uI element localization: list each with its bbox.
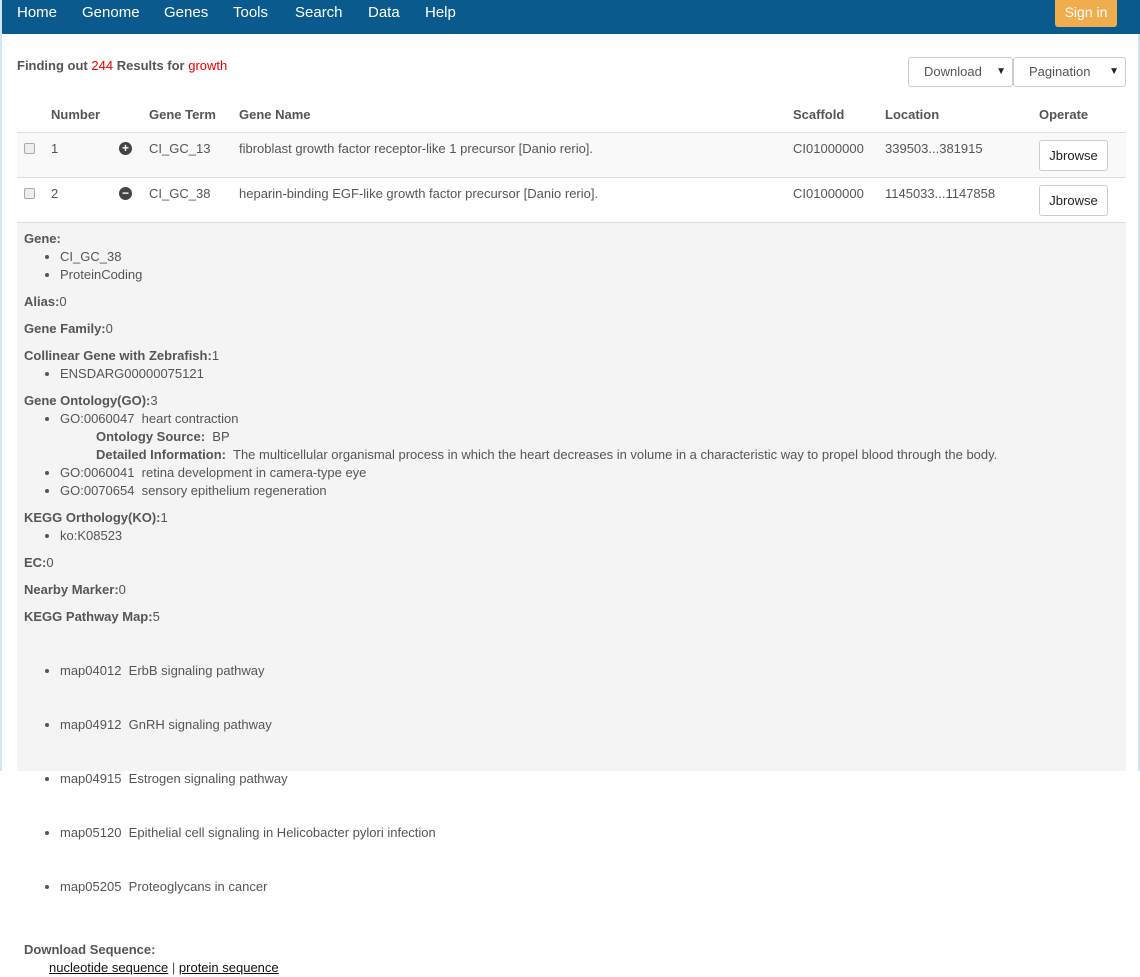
collapse-minus-icon[interactable]: − (119, 187, 132, 200)
list-item: GO:0060047 heart contraction Ontology So… (60, 410, 1126, 464)
label: Gene Family: (24, 321, 106, 336)
gene-term: CI_GC_13 (149, 141, 211, 156)
nucleotide-sequence-link[interactable]: nucleotide sequence (49, 960, 169, 975)
protein-sequence-link[interactable]: protein sequence (178, 960, 279, 975)
location: 1145033...1147858 (885, 186, 996, 201)
download-label: Download (924, 64, 982, 79)
detailed-information: Detailed Information: The multicellular … (96, 446, 1126, 464)
sign-in-button[interactable]: Sign in (1055, 0, 1117, 27)
value: 0 (118, 582, 126, 597)
list-item: map04915 Estrogen signaling pathway (60, 770, 1126, 788)
value: 3 (150, 393, 158, 408)
section-alias: Alias:0 (24, 293, 1126, 311)
list-item: GO:0060041 retina development in camera-… (60, 464, 1126, 482)
value: The multicellular organismal process in … (233, 447, 998, 462)
section-ko: KEGG Orthology(KO):1 ko:K08523 (24, 509, 1126, 545)
ontology-source: Ontology Source: BP (96, 428, 1126, 446)
search-query: growth (188, 58, 228, 73)
header-number: Number (51, 107, 101, 122)
nav-data[interactable]: Data (368, 4, 400, 21)
nav-tools[interactable]: Tools (233, 4, 269, 21)
row-number: 2 (51, 186, 59, 201)
value: 5 (152, 609, 160, 624)
gene-name: heparin-binding EGF-like growth factor p… (239, 186, 599, 201)
section-pathway: KEGG Pathway Map:5 map04012 ErbB signali… (24, 608, 1126, 932)
header-scaffold: Scaffold (793, 107, 845, 122)
label: Nearby Marker: (24, 582, 119, 597)
result-count: 244 (91, 58, 114, 73)
value: 1 (211, 348, 220, 363)
list-item: ko:K08523 (60, 527, 1126, 545)
list-item: map04012 ErbB signaling pathway (60, 662, 1126, 680)
scaffold: CI01000000 (793, 141, 864, 156)
scaffold: CI01000000 (793, 186, 864, 201)
nav-genome[interactable]: Genome (82, 4, 140, 21)
value: 0 (105, 321, 113, 336)
value: BP (212, 429, 230, 444)
table-row: 2 − CI_GC_38 heparin-binding EGF-like gr… (17, 177, 1126, 222)
header-gene-term: Gene Term (149, 107, 216, 122)
section-gene: Gene: CI_GC_38ProteinCoding (24, 230, 1126, 284)
label: Gene Ontology(GO): (24, 393, 151, 408)
list-item: map05205 Proteoglycans in cancer (60, 878, 1126, 896)
label: Gene: (24, 231, 61, 246)
table-row: 1 + CI_GC_13 fibroblast growth factor re… (17, 132, 1126, 178)
section-download-sequence: Download Sequence: nucleotide sequence |… (24, 941, 1126, 977)
gene-name: fibroblast growth factor receptor-like 1… (239, 141, 594, 156)
label: EC: (24, 555, 47, 570)
gene-term: CI_GC_38 (149, 186, 211, 201)
jbrowse-button[interactable]: Jbrowse (1039, 185, 1108, 216)
row-number: 1 (51, 141, 59, 156)
location: 339503...381915 (885, 141, 983, 156)
caret-down-icon: ▼ (1109, 66, 1119, 77)
value: 0 (46, 555, 54, 570)
label: KEGG Orthology(KO): (24, 510, 161, 525)
label: Alias: (24, 294, 60, 309)
header-gene-name: Gene Name (239, 107, 311, 122)
download-dropdown[interactable]: Download ▼ (908, 57, 1013, 87)
value: 1 (160, 510, 168, 525)
row-checkbox[interactable] (24, 143, 35, 154)
label: Collinear Gene with Zebrafish: (24, 348, 212, 363)
section-collinear: Collinear Gene with Zebrafish:1 ENSDARG0… (24, 347, 1126, 383)
row-checkbox[interactable] (24, 188, 35, 199)
label: KEGG Pathway Map: (24, 609, 153, 624)
separator: | (171, 960, 176, 975)
section-go: Gene Ontology(GO):3 GO:0060047 heart con… (24, 392, 1126, 500)
top-navbar: Home Genome Genes Tools Search Data Help… (2, 0, 1140, 34)
section-nearby-marker: Nearby Marker:0 (24, 581, 1126, 599)
results-summary: Finding out 244 Results for growth (17, 58, 227, 73)
summary-prefix: Finding out (17, 58, 88, 73)
value: 0 (59, 294, 67, 309)
nav-search[interactable]: Search (295, 4, 343, 21)
nav-help[interactable]: Help (425, 4, 456, 21)
expand-plus-icon[interactable]: + (119, 142, 132, 155)
label: Ontology Source: (96, 429, 206, 444)
caret-down-icon: ▼ (996, 66, 1006, 77)
list-item: ProteinCoding (60, 266, 1126, 284)
list-item: CI_GC_38 (60, 248, 1126, 266)
header-location: Location (885, 107, 940, 122)
jbrowse-button[interactable]: Jbrowse (1039, 140, 1108, 171)
list-item: ENSDARG00000075121 (60, 365, 1126, 383)
list-item: GO:0070654 sensory epithelium regenerati… (60, 482, 1126, 500)
section-gene-family: Gene Family:0 (24, 320, 1126, 338)
label: Download Sequence: (24, 942, 156, 957)
go-term: GO:0060047 heart contraction (60, 411, 239, 426)
pagination-label: Pagination (1029, 64, 1091, 79)
list-item: map05120 Epithelial cell signaling in He… (60, 824, 1126, 842)
nav-genes[interactable]: Genes (164, 4, 209, 21)
section-ec: EC:0 (24, 554, 1126, 572)
gene-detail-panel: Gene: CI_GC_38ProteinCoding Alias:0 Gene… (17, 222, 1126, 975)
summary-middle: Results for (116, 58, 185, 73)
nav-home[interactable]: Home (17, 4, 58, 21)
header-operate: Operate (1039, 107, 1089, 122)
list-item: map04912 GnRH signaling pathway (60, 716, 1126, 734)
pagination-dropdown[interactable]: Pagination ▼ (1013, 57, 1126, 87)
label: Detailed Information: (96, 447, 227, 462)
